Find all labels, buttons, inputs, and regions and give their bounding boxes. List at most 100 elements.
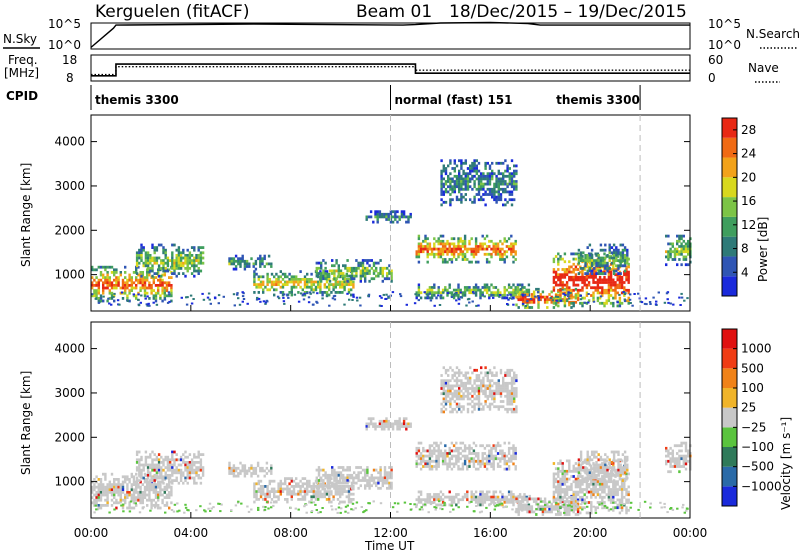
velocity-cell bbox=[385, 422, 388, 426]
power-cell bbox=[346, 269, 349, 273]
velocity-cell bbox=[428, 495, 432, 499]
velocity-cell bbox=[499, 384, 503, 388]
velocity-cell bbox=[585, 488, 589, 491]
power-cell bbox=[97, 286, 100, 290]
velocity-cell bbox=[106, 504, 109, 507]
power-cell bbox=[496, 245, 500, 248]
power-cell bbox=[616, 255, 619, 258]
power-cell bbox=[112, 295, 115, 298]
power-cell bbox=[152, 294, 155, 298]
velocity-cell bbox=[466, 498, 469, 502]
power-cell bbox=[152, 289, 155, 292]
power-cell bbox=[375, 269, 378, 273]
velocity-cell bbox=[135, 483, 138, 486]
power-cell bbox=[324, 272, 327, 275]
power-cell bbox=[137, 265, 140, 269]
power-cell bbox=[459, 291, 462, 294]
velocity-cell bbox=[463, 495, 467, 499]
velocity-cell bbox=[95, 501, 98, 505]
power-cell bbox=[264, 301, 268, 304]
power-cell bbox=[447, 174, 450, 178]
power-cell bbox=[170, 299, 173, 303]
power-cell bbox=[550, 300, 553, 304]
velocity-cell bbox=[488, 392, 492, 396]
velocity-cell bbox=[583, 488, 586, 491]
power-cell bbox=[493, 187, 496, 191]
velocity-cell bbox=[417, 454, 421, 458]
velocity-cell bbox=[471, 387, 474, 390]
power-cell bbox=[402, 215, 406, 219]
velocity-cell bbox=[91, 485, 94, 489]
power-cell bbox=[557, 268, 560, 271]
velocity-cell bbox=[510, 379, 514, 383]
velocity-cell bbox=[428, 465, 432, 468]
velocity-cell bbox=[587, 462, 591, 465]
power-cell bbox=[324, 277, 327, 281]
power-cell bbox=[325, 293, 329, 297]
velocity-cell bbox=[148, 493, 151, 497]
velocity-cell bbox=[561, 467, 564, 471]
velocity-cell bbox=[402, 419, 406, 423]
power-cell bbox=[459, 296, 463, 299]
velocity-cell bbox=[277, 498, 280, 501]
power-cell bbox=[352, 285, 355, 289]
power-cell bbox=[190, 259, 194, 262]
power-cell bbox=[495, 190, 498, 194]
velocity-cell bbox=[451, 410, 454, 414]
velocity-cell bbox=[355, 476, 358, 480]
velocity-cell bbox=[490, 462, 493, 466]
velocity-cell bbox=[535, 513, 538, 516]
velocity-cell bbox=[488, 462, 491, 466]
velocity-cell bbox=[559, 490, 562, 494]
velocity-cell bbox=[132, 475, 136, 479]
power-cell bbox=[493, 193, 496, 196]
velocity-cell bbox=[146, 463, 150, 467]
velocity-cell bbox=[143, 480, 147, 484]
velocity-cell bbox=[508, 371, 511, 375]
power-cell bbox=[626, 248, 629, 252]
power-cell bbox=[678, 258, 681, 261]
power-cell bbox=[626, 261, 629, 265]
power-cell bbox=[426, 237, 429, 241]
power-cell bbox=[440, 180, 443, 183]
power-cell bbox=[449, 200, 452, 204]
power-cell bbox=[259, 257, 262, 261]
power-cell bbox=[91, 294, 94, 298]
velocity-cell bbox=[146, 498, 149, 502]
power-cell bbox=[106, 273, 109, 277]
power-cell bbox=[466, 172, 470, 176]
velocity-cell bbox=[469, 381, 472, 385]
velocity-cell bbox=[485, 498, 489, 502]
power-cell bbox=[552, 281, 556, 284]
power-cell bbox=[502, 190, 505, 194]
velocity-cell bbox=[496, 500, 500, 504]
velocity-cell bbox=[117, 501, 120, 505]
velocity-cell bbox=[364, 479, 367, 482]
power-cell bbox=[352, 283, 355, 286]
power-cell bbox=[453, 167, 456, 170]
power-cell bbox=[494, 286, 498, 289]
power-cell bbox=[508, 182, 511, 186]
power-cell bbox=[446, 292, 450, 295]
velocity-cell bbox=[506, 371, 509, 375]
velocity-cell bbox=[153, 476, 156, 480]
power-cell bbox=[508, 297, 512, 300]
velocity-cell bbox=[148, 498, 151, 502]
power-cell bbox=[381, 266, 384, 270]
velocity-cell bbox=[290, 477, 293, 480]
power-cell bbox=[470, 291, 473, 295]
power-cell bbox=[439, 242, 443, 246]
velocity-cell bbox=[364, 476, 367, 480]
power-cell bbox=[617, 272, 620, 275]
power-cell bbox=[388, 272, 391, 275]
power-cell bbox=[328, 272, 331, 276]
power-cell bbox=[144, 264, 148, 268]
velocity-cell bbox=[464, 384, 467, 388]
power-cell bbox=[615, 246, 618, 249]
velocity-cell bbox=[315, 481, 318, 485]
velocity-cell bbox=[106, 491, 109, 494]
power-cell bbox=[177, 259, 181, 262]
power-cell bbox=[510, 198, 514, 202]
power-cell bbox=[149, 256, 152, 260]
power-cell bbox=[680, 292, 683, 295]
